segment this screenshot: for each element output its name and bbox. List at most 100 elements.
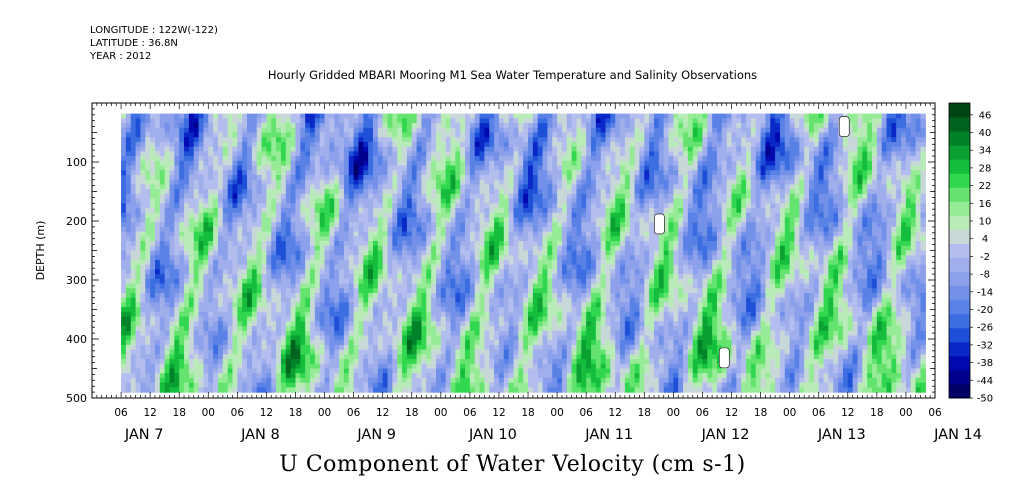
- field-cell: [421, 326, 427, 332]
- field-cell: [208, 255, 214, 261]
- field-cell: [208, 118, 214, 124]
- field-cell: [159, 373, 166, 379]
- field-cell: [460, 297, 466, 304]
- field-cell: [213, 222, 219, 228]
- field-cell: [222, 297, 229, 304]
- field-cell: [489, 231, 495, 237]
- field-cell: [513, 193, 519, 200]
- field-cell: [305, 344, 311, 351]
- field-cell: [392, 118, 398, 124]
- field-cell: [343, 292, 350, 299]
- field-cell: [261, 335, 268, 341]
- field-cell: [237, 274, 243, 280]
- field-cell: [256, 179, 263, 186]
- field-cell: [426, 236, 432, 242]
- field-cell: [237, 269, 243, 275]
- field-cell: [431, 198, 437, 204]
- field-cell: [498, 212, 505, 219]
- field-cell: [310, 283, 316, 289]
- field-cell: [261, 377, 268, 384]
- field-cell: [159, 382, 166, 388]
- field-cell: [179, 255, 185, 261]
- field-cell: [334, 160, 340, 167]
- field-cell: [169, 316, 175, 322]
- field-cell: [305, 203, 311, 209]
- field-cell: [319, 137, 326, 143]
- field-cell: [193, 208, 200, 214]
- field-cell: [169, 373, 175, 379]
- field-cell: [368, 165, 374, 171]
- field-cell: [222, 123, 229, 129]
- field-cell: [377, 316, 384, 322]
- field-cell: [445, 382, 452, 388]
- field-cell: [140, 264, 146, 270]
- field-cell: [227, 118, 234, 124]
- field-cell: [489, 160, 495, 167]
- field-cell: [489, 382, 495, 388]
- field-cell: [397, 127, 403, 134]
- field-cell: [455, 377, 461, 384]
- field-cell: [523, 307, 529, 313]
- field-cell: [465, 208, 471, 214]
- field-cell: [402, 127, 408, 134]
- field-cell: [353, 146, 360, 152]
- field-cell: [494, 359, 500, 365]
- field-cell: [305, 189, 311, 195]
- field-cell: [222, 292, 229, 299]
- field-cell: [469, 241, 476, 247]
- field-cell: [213, 123, 219, 129]
- field-cell: [397, 297, 403, 304]
- field-cell: [339, 302, 345, 308]
- field-cell: [251, 316, 258, 322]
- field-cell: [513, 278, 519, 285]
- field-cell: [276, 321, 282, 327]
- field-cell: [528, 264, 534, 270]
- field-cell: [528, 250, 534, 256]
- field-cell: [174, 363, 180, 370]
- field-cell: [334, 363, 340, 370]
- field-cell: [465, 212, 471, 219]
- field-cell: [508, 241, 515, 247]
- field-cell: [508, 377, 515, 384]
- field-cell: [290, 198, 297, 204]
- field-cell: [121, 127, 127, 134]
- field-cell: [377, 226, 384, 233]
- field-cell: [513, 212, 519, 219]
- field-cell: [343, 269, 350, 275]
- field-cell: [159, 212, 166, 219]
- field-cell: [198, 274, 205, 280]
- field-cell: [159, 377, 166, 384]
- field-cell: [402, 132, 408, 138]
- field-cell: [460, 288, 466, 294]
- field-cell: [130, 330, 137, 337]
- field-cell: [431, 311, 437, 318]
- field-cell: [300, 184, 306, 190]
- field-cell: [474, 387, 481, 393]
- field-cell: [145, 330, 151, 337]
- field-cell: [213, 359, 219, 365]
- field-cell: [508, 255, 515, 261]
- field-cell: [232, 382, 238, 388]
- field-cell: [242, 184, 248, 190]
- field-cell: [508, 226, 515, 233]
- field-cell: [455, 349, 461, 355]
- field-cell: [392, 179, 398, 186]
- field-cell: [392, 236, 398, 242]
- field-cell: [523, 344, 529, 351]
- field-cell: [387, 269, 393, 275]
- field-cell: [154, 264, 161, 270]
- field-cell: [198, 179, 205, 186]
- field-cell: [251, 198, 258, 204]
- field-cell: [300, 297, 306, 304]
- field-cell: [203, 363, 209, 370]
- field-cell: [324, 141, 330, 148]
- field-cell: [247, 321, 253, 327]
- field-cell: [363, 387, 369, 393]
- field-cell: [203, 151, 209, 157]
- field-cell: [203, 198, 209, 204]
- field-cell: [198, 198, 205, 204]
- field-cell: [135, 208, 142, 214]
- field-cell: [227, 141, 234, 148]
- field-cell: [489, 118, 495, 124]
- field-cell: [435, 118, 442, 124]
